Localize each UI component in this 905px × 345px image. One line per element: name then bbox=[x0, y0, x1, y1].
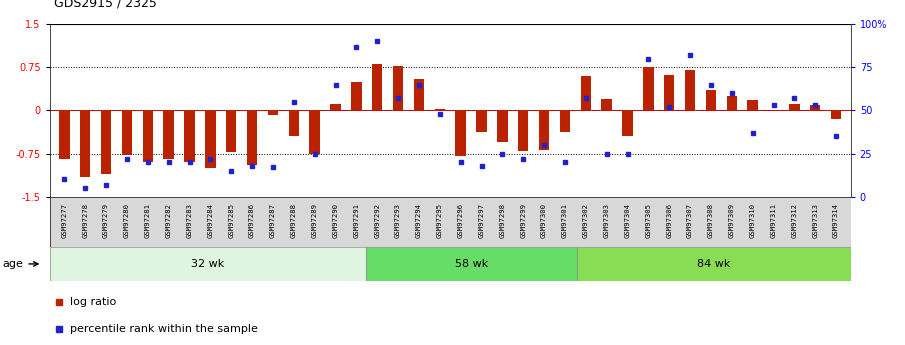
Bar bbox=[455, 110, 466, 156]
Text: GSM97284: GSM97284 bbox=[207, 203, 214, 238]
Bar bbox=[789, 104, 800, 110]
Text: GSM97306: GSM97306 bbox=[666, 203, 672, 238]
Text: GSM97311: GSM97311 bbox=[770, 203, 776, 238]
Bar bbox=[80, 110, 91, 177]
Bar bbox=[538, 110, 549, 149]
Bar bbox=[414, 79, 424, 110]
Text: GSM97302: GSM97302 bbox=[583, 203, 589, 238]
Bar bbox=[185, 110, 195, 162]
Bar bbox=[476, 110, 487, 132]
Text: 32 wk: 32 wk bbox=[191, 259, 224, 269]
Text: GSM97288: GSM97288 bbox=[291, 203, 297, 238]
Text: GSM97286: GSM97286 bbox=[249, 203, 255, 238]
Bar bbox=[330, 104, 341, 110]
Bar bbox=[602, 99, 612, 110]
Bar bbox=[831, 110, 842, 119]
Text: 58 wk: 58 wk bbox=[454, 259, 488, 269]
Text: GSM97296: GSM97296 bbox=[458, 203, 463, 238]
Text: GSM97298: GSM97298 bbox=[500, 203, 505, 238]
Bar bbox=[247, 110, 257, 165]
Text: age: age bbox=[3, 259, 38, 269]
Text: GSM97300: GSM97300 bbox=[541, 203, 548, 238]
Text: GSM97301: GSM97301 bbox=[562, 203, 568, 238]
Text: GSM97283: GSM97283 bbox=[186, 203, 193, 238]
Text: GSM97294: GSM97294 bbox=[416, 203, 422, 238]
Text: GSM97281: GSM97281 bbox=[145, 203, 151, 238]
Text: GSM97299: GSM97299 bbox=[520, 203, 526, 238]
Bar bbox=[518, 110, 529, 151]
Bar bbox=[289, 110, 299, 136]
Bar bbox=[623, 110, 633, 136]
Bar bbox=[351, 82, 362, 110]
Bar bbox=[664, 75, 674, 110]
Bar bbox=[143, 110, 153, 162]
Text: GSM97304: GSM97304 bbox=[624, 203, 631, 238]
Text: GSM97307: GSM97307 bbox=[687, 203, 693, 238]
Bar bbox=[310, 110, 319, 154]
Bar bbox=[685, 70, 695, 110]
Text: GSM97282: GSM97282 bbox=[166, 203, 172, 238]
Bar bbox=[205, 110, 215, 168]
Text: GSM97297: GSM97297 bbox=[479, 203, 484, 238]
Text: GSM97310: GSM97310 bbox=[749, 203, 756, 238]
Bar bbox=[706, 90, 716, 110]
Bar bbox=[226, 110, 236, 152]
Bar bbox=[576, 247, 851, 281]
Text: GSM97312: GSM97312 bbox=[791, 203, 797, 238]
Text: GSM97279: GSM97279 bbox=[103, 203, 110, 238]
Text: GSM97292: GSM97292 bbox=[375, 203, 380, 238]
Text: GSM97305: GSM97305 bbox=[645, 203, 652, 238]
Text: GSM97289: GSM97289 bbox=[311, 203, 318, 238]
Text: GSM97277: GSM97277 bbox=[62, 203, 67, 238]
Text: GSM97293: GSM97293 bbox=[395, 203, 401, 238]
Bar bbox=[100, 110, 111, 174]
Text: GSM97295: GSM97295 bbox=[437, 203, 443, 238]
Bar bbox=[810, 105, 821, 110]
Bar bbox=[748, 100, 757, 110]
Bar bbox=[372, 65, 383, 110]
Text: GSM97313: GSM97313 bbox=[813, 203, 818, 238]
Text: percentile rank within the sample: percentile rank within the sample bbox=[70, 325, 258, 334]
Bar bbox=[643, 67, 653, 110]
Bar bbox=[366, 247, 576, 281]
Text: log ratio: log ratio bbox=[70, 297, 116, 306]
Text: GSM97290: GSM97290 bbox=[332, 203, 338, 238]
Text: GSM97291: GSM97291 bbox=[353, 203, 359, 238]
Text: GSM97314: GSM97314 bbox=[834, 203, 839, 238]
Text: GSM97287: GSM97287 bbox=[270, 203, 276, 238]
Text: GSM97309: GSM97309 bbox=[729, 203, 735, 238]
Bar bbox=[581, 76, 591, 110]
Bar bbox=[50, 247, 366, 281]
Text: GSM97285: GSM97285 bbox=[228, 203, 234, 238]
Text: 84 wk: 84 wk bbox=[697, 259, 730, 269]
Bar bbox=[393, 66, 404, 110]
Bar bbox=[434, 109, 445, 110]
Bar bbox=[50, 197, 851, 247]
Text: GSM97280: GSM97280 bbox=[124, 203, 130, 238]
Bar bbox=[268, 110, 278, 115]
Bar bbox=[164, 110, 174, 159]
Text: GDS2915 / 2325: GDS2915 / 2325 bbox=[54, 0, 157, 10]
Bar bbox=[122, 110, 132, 155]
Text: GSM97278: GSM97278 bbox=[82, 203, 88, 238]
Bar bbox=[727, 96, 737, 110]
Bar bbox=[59, 110, 70, 159]
Text: GSM97303: GSM97303 bbox=[604, 203, 610, 238]
Bar bbox=[559, 110, 570, 132]
Bar bbox=[497, 110, 508, 142]
Text: GSM97308: GSM97308 bbox=[708, 203, 714, 238]
